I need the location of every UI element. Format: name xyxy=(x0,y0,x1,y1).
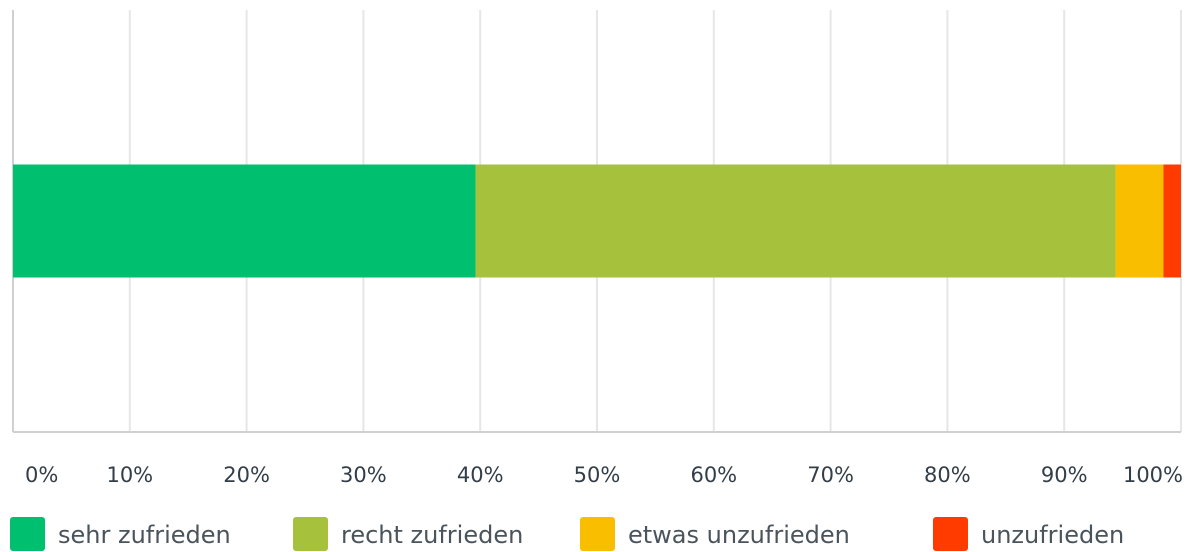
x-tick-label: 40% xyxy=(457,463,504,487)
x-tick-label: 100% xyxy=(1123,463,1183,487)
legend-swatch xyxy=(10,517,45,551)
bar-segment xyxy=(1115,164,1164,278)
bar-segment xyxy=(475,164,1116,278)
x-tick-label: 0% xyxy=(25,463,58,487)
bar-segment xyxy=(1163,164,1181,278)
legend-label: sehr zufrieden xyxy=(58,521,231,549)
x-tick-label: 30% xyxy=(340,463,387,487)
x-tick-label: 90% xyxy=(1041,463,1088,487)
legend-label: recht zufrieden xyxy=(341,521,523,549)
legend-label: unzufrieden xyxy=(981,521,1124,549)
bar-segment xyxy=(13,164,476,278)
x-tick-label: 80% xyxy=(924,463,971,487)
legend-swatch xyxy=(933,517,968,551)
x-tick-label: 20% xyxy=(223,463,270,487)
legend-swatch xyxy=(580,517,615,551)
x-tick-label: 70% xyxy=(807,463,854,487)
x-tick-label: 10% xyxy=(106,463,153,487)
legend-label: etwas unzufrieden xyxy=(628,521,850,549)
legend-swatch xyxy=(293,517,328,551)
x-tick-label: 50% xyxy=(574,463,621,487)
x-tick-label: 60% xyxy=(690,463,737,487)
